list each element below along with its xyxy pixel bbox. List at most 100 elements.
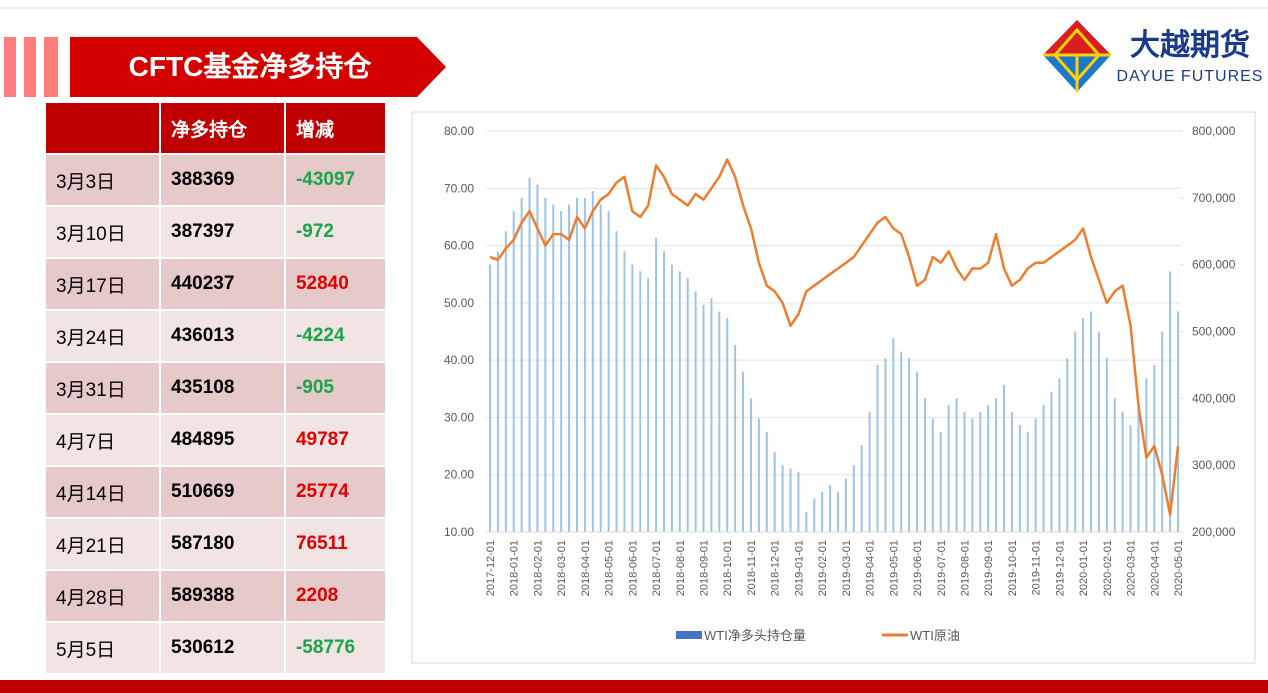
x-tick-label: 2019-06-01 [912, 540, 924, 596]
bar [1082, 318, 1085, 532]
x-tick-label: 2018-05-01 [604, 540, 616, 596]
x-tick-label: 2019-08-01 [959, 540, 971, 596]
bar [1058, 378, 1061, 532]
x-tick-label: 2019-03-01 [841, 540, 853, 596]
x-tick-label: 2019-01-01 [793, 540, 805, 596]
bar [868, 411, 871, 532]
change-cell: 2208 [283, 569, 388, 623]
y2-tick-label: 700,000 [1192, 191, 1236, 205]
date-cell: 3月3日 [44, 153, 161, 207]
x-tick-label: 2020-01-01 [1078, 540, 1090, 596]
y-tick-label: 70.00 [444, 181, 474, 195]
bar [876, 364, 879, 532]
x-tick-label: 2018-11-01 [746, 540, 758, 595]
position-cell: 388369 [159, 153, 286, 207]
bar [647, 278, 650, 532]
bar [963, 411, 966, 532]
table-body: 3月3日 388369 -43097 3月10日 387397 -972 3月17日 4402… [44, 153, 388, 675]
bar [939, 431, 942, 532]
y-tick-label: 40.00 [444, 353, 474, 367]
x-tick-label: 2018-08-01 [675, 540, 687, 596]
x-tick-label: 2020-02-01 [1102, 540, 1114, 596]
y-tick-label: 80.00 [444, 124, 474, 138]
bar [995, 398, 998, 532]
bar [1018, 425, 1021, 532]
y2-tick-label: 200,000 [1192, 525, 1236, 539]
table-row: 3月17日 440237 52840 [44, 257, 388, 311]
bar [702, 304, 705, 532]
stripe [4, 37, 16, 97]
table-row: 3月31日 435108 -905 [44, 361, 388, 415]
change-cell: -58776 [283, 621, 388, 675]
table-row: 4月7日 484895 49787 [44, 413, 388, 467]
bar [852, 465, 855, 532]
bar [987, 405, 990, 532]
bar [1137, 405, 1140, 532]
x-tick-label: 2019-12-01 [1054, 540, 1066, 596]
position-cell: 530612 [159, 621, 286, 675]
bar [1026, 431, 1029, 532]
position-cell: 587180 [159, 517, 286, 571]
x-tick-label: 2019-04-01 [865, 540, 877, 596]
date-cell: 5月5日 [44, 621, 161, 675]
bar [789, 468, 792, 532]
position-cell: 436013 [159, 309, 286, 363]
legend-label: WTI净多头持仓量 [704, 628, 806, 643]
bar [512, 211, 515, 532]
position-cell: 484895 [159, 413, 286, 467]
table-row: 4月28日 589388 2208 [44, 569, 388, 623]
bar [884, 358, 887, 532]
bar [947, 405, 950, 532]
change-cell: -972 [283, 205, 388, 259]
bar [923, 398, 926, 532]
bar [568, 204, 571, 532]
legend-swatch [676, 631, 702, 639]
y2-tick-label: 500,000 [1192, 325, 1236, 339]
date-cell: 4月21日 [44, 517, 161, 571]
bar [694, 291, 697, 532]
position-cell: 510669 [159, 465, 286, 519]
x-tick-label: 2018-02-01 [532, 540, 544, 596]
bar [591, 191, 594, 532]
bar [805, 511, 808, 532]
bar [860, 445, 863, 532]
y-tick-label: 50.00 [444, 296, 474, 310]
bar [623, 251, 626, 533]
bar [718, 311, 721, 532]
header-row: 净多持仓 增减 [44, 101, 388, 155]
bar [1042, 405, 1045, 532]
bar [678, 271, 681, 532]
x-tick-label: 2018-04-01 [580, 540, 592, 596]
bar [686, 278, 689, 532]
x-tick-label: 2018-09-01 [699, 540, 711, 596]
date-cell: 4月7日 [44, 413, 161, 467]
bar [599, 204, 602, 532]
change-cell: -4224 [283, 309, 388, 363]
y-tick-label: 60.00 [444, 239, 474, 253]
date-cell: 3月17日 [44, 257, 161, 311]
y2-tick-label: 300,000 [1192, 458, 1236, 472]
bar [670, 264, 673, 532]
x-tick-label: 2019-07-01 [936, 540, 948, 596]
date-cell: 3月24日 [44, 309, 161, 363]
y2-tick-label: 600,000 [1192, 258, 1236, 272]
header-cell [44, 101, 161, 155]
change-cell: 25774 [283, 465, 388, 519]
bar [1105, 358, 1108, 532]
title-banner [70, 37, 446, 97]
x-tick-label: 2020-04-01 [1149, 540, 1161, 596]
table-row: 3月3日 388369 -43097 [44, 153, 388, 207]
bar [1034, 418, 1037, 532]
date-cell: 4月14日 [44, 465, 161, 519]
header-cell: 净多持仓 [159, 101, 286, 155]
stripe [44, 37, 58, 97]
bar [1113, 398, 1116, 532]
bar [655, 237, 658, 532]
change-cell: 49787 [283, 413, 388, 467]
table-row: 3月10日 387397 -972 [44, 205, 388, 259]
bar [528, 177, 531, 533]
bar [575, 197, 578, 533]
bar [710, 298, 713, 532]
